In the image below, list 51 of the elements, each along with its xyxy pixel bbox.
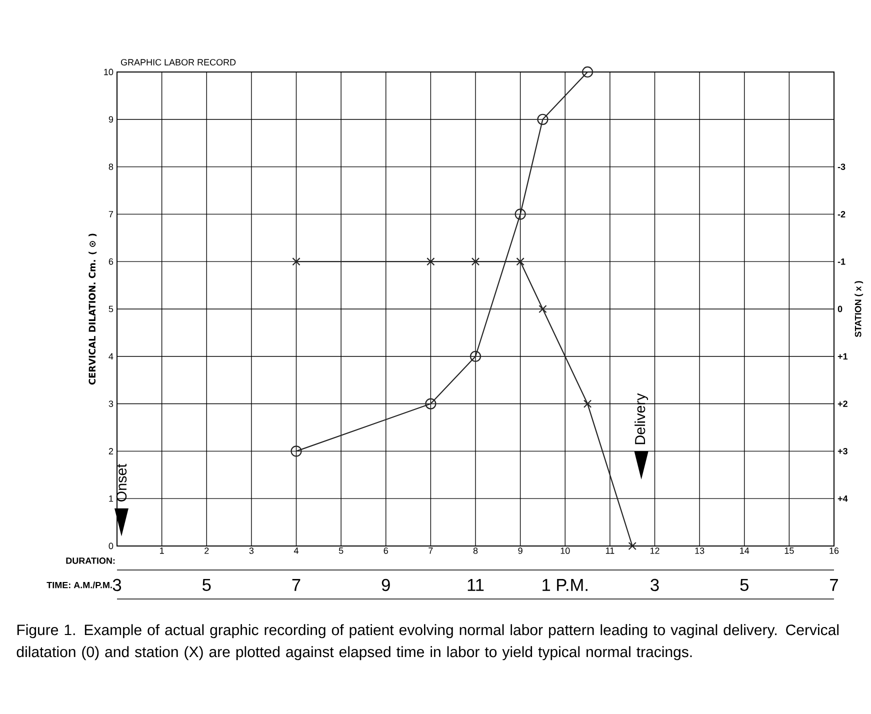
x-tick-label: 12 <box>650 548 660 554</box>
y-tick-label: 6 <box>108 258 114 265</box>
y-tick-label: 10 <box>104 68 114 76</box>
y-tick-label: 2 <box>108 448 114 454</box>
text: 5 <box>740 578 748 592</box>
text: 1 P.M. <box>542 579 588 591</box>
y2-tick-label: -3 <box>838 164 846 170</box>
x-tick-label: 10 <box>560 548 570 554</box>
x-tick-label: 5 <box>338 548 344 554</box>
y-tick-label: 9 <box>108 116 114 123</box>
x-tick-label: 1 <box>160 548 164 554</box>
x-tick-label: 7 <box>428 548 433 554</box>
caption: Figure 1. Example of actual graphic recording of patient evolving normal labor pattern leading to vaginal delivery. Cervical dilatation (0) and station (X) are plotted against elapsed time in labor to yield typical normal tracings. <box>16 624 839 660</box>
annotation: Onset <box>116 464 127 502</box>
y2-tick-label: -1 <box>838 258 846 265</box>
text: 7 <box>292 579 300 591</box>
text: 5 <box>202 578 211 592</box>
text: 11 <box>468 579 484 591</box>
text: TIME: A.M./P.M. <box>46 582 112 588</box>
y-tick-label: 1 <box>109 495 114 502</box>
y-tick-label: 5 <box>108 306 114 312</box>
chart-title: GRAPHIC LABOR RECORD <box>120 59 236 66</box>
y2-tick-label: +4 <box>838 495 848 502</box>
x-tick-label: 2 <box>204 548 209 554</box>
y2-axis-title: STATION ( x ) <box>854 281 864 338</box>
text: 3 <box>650 578 659 592</box>
y-tick-label: 0 <box>108 542 114 550</box>
y-tick-label: 7 <box>108 211 114 218</box>
x-tick-label: 6 <box>384 548 388 554</box>
x-tick-label: 8 <box>473 548 478 554</box>
annotation: Delivery <box>634 393 648 444</box>
y2-tick-label: 0 <box>838 306 842 312</box>
text: 9 <box>382 578 390 592</box>
y-tick-label: 8 <box>108 164 114 170</box>
y2-tick-label: -2 <box>838 211 846 218</box>
y2-tick-label: +2 <box>838 400 848 407</box>
x-tick-label: 3 <box>249 548 254 554</box>
x-tick-label: 11 <box>606 548 614 554</box>
x-axis-title: DURATION: <box>66 558 115 564</box>
y2-tick-label: +3 <box>838 448 848 454</box>
x-tick-label: 4 <box>294 548 298 554</box>
x-tick-label: 15 <box>784 548 794 554</box>
x-tick-label: 9 <box>518 548 522 554</box>
y-tick-label: 4 <box>108 353 114 360</box>
x-tick-label: 13 <box>695 548 704 554</box>
y-tick-label: 3 <box>108 400 114 407</box>
y-axis-title: CERVICAL DILATION. Cm. ( ⊙ ) <box>88 234 97 385</box>
text: 7 <box>830 579 838 591</box>
x-tick-label: 16 <box>830 548 839 554</box>
y2-tick-label: +1 <box>838 353 848 360</box>
x-tick-label: 14 <box>740 548 750 554</box>
